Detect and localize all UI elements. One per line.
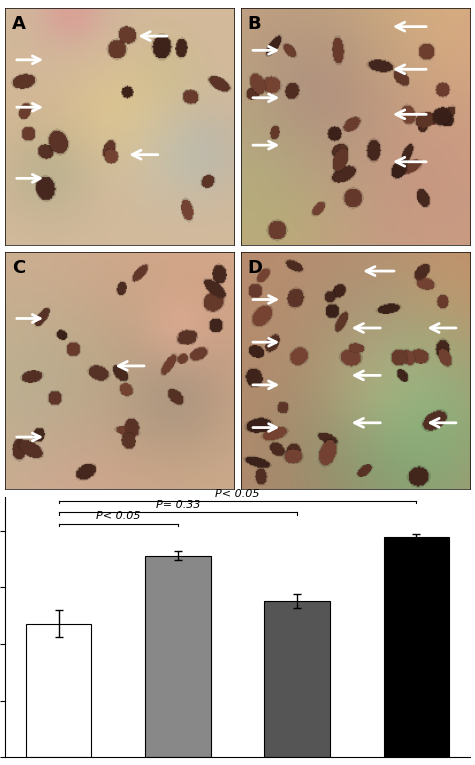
Text: A: A [11, 15, 26, 33]
Text: B: B [248, 15, 261, 33]
Text: D: D [248, 259, 263, 277]
Bar [26, 623, 92, 757]
Bar [264, 601, 330, 757]
Bar [145, 555, 211, 757]
Text: P< 0.05: P< 0.05 [96, 512, 141, 522]
Text: P< 0.05: P< 0.05 [215, 489, 260, 499]
Bar [383, 537, 449, 757]
Text: C: C [11, 259, 25, 277]
Text: P= 0.33: P= 0.33 [156, 500, 200, 510]
